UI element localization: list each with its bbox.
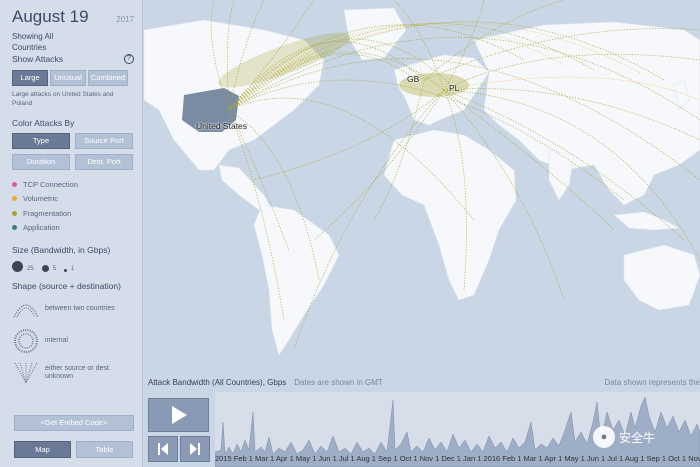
- size-medium-icon: [41, 265, 49, 272]
- color-duration-button[interactable]: Duration: [12, 154, 70, 170]
- color-dest-port-button[interactable]: Dest. Port: [75, 154, 133, 170]
- gmt-note: Dates are shown in GMT: [294, 377, 383, 387]
- legend-tcp: TCP Connection: [12, 177, 134, 192]
- filter-combined-button[interactable]: Combined: [88, 70, 128, 86]
- step-back-icon: [158, 443, 168, 455]
- map-view-button[interactable]: Map: [14, 441, 71, 458]
- filter-unusual-button[interactable]: Unusual: [50, 70, 86, 86]
- label-pl: PL: [449, 83, 460, 93]
- color-type-button[interactable]: Type: [12, 133, 70, 149]
- filter-large-button[interactable]: Large: [12, 70, 48, 86]
- legend-fragmentation: Fragmentation: [12, 206, 134, 221]
- attack-map[interactable]: United States GB PL: [144, 0, 700, 372]
- type-legend: TCP Connection Volumetric Fragmentation …: [12, 177, 134, 235]
- year-label: 2017: [116, 15, 134, 24]
- watermark: ● 安全牛: [593, 426, 655, 448]
- watermark-text: 安全牛: [619, 430, 656, 445]
- step-forward-icon: [190, 443, 200, 455]
- shape-label: Shape (source + destination): [12, 281, 121, 291]
- timeline-title: Attack Bandwidth (All Countries), Gbps: [148, 377, 287, 387]
- data-note: Data shown represents the: [604, 377, 700, 387]
- attack-arcs: [210, 0, 700, 351]
- showing-label-2: Countries: [12, 43, 47, 52]
- bandwidth-area: [215, 396, 700, 467]
- timeline-header: Attack Bandwidth (All Countries), Gbps D…: [144, 375, 700, 389]
- arc-icon: [13, 304, 39, 318]
- month-axis: 2015 Feb 1 Mar 1 Apr 1 May 1 Jun 1 Jul 1…: [215, 454, 700, 463]
- play-button[interactable]: [148, 398, 209, 432]
- table-view-button[interactable]: Table: [76, 441, 133, 458]
- size-small-icon: [64, 269, 68, 272]
- bandwidth-timeline[interactable]: 2015 Feb 1 Mar 1 Apr 1 May 1 Jun 1 Jul 1…: [215, 392, 700, 467]
- funnel-icon: [14, 362, 38, 384]
- play-icon: [171, 406, 187, 424]
- label-united-states: United States: [196, 121, 248, 131]
- shape-unknown: either source or dest. unknown: [12, 359, 134, 387]
- show-attacks-label: Show Attacks: [12, 54, 64, 64]
- world-map: [144, 0, 700, 356]
- embed-code-button[interactable]: <Get Embed Code>: [14, 415, 134, 431]
- size-label: Size (Bandwidth, in Gbps): [12, 245, 111, 255]
- fragmentation-dot-icon: [12, 210, 17, 216]
- shape-between-countries: between two countries: [12, 295, 134, 323]
- color-by-label: Color Attacks By: [12, 118, 75, 128]
- legend-volumetric: Volumetric: [12, 192, 134, 207]
- step-back-button[interactable]: [148, 436, 178, 462]
- showing-label-1: Showing All: [12, 32, 54, 41]
- color-source-port-button[interactable]: Source Port: [75, 133, 133, 149]
- shape-internal: internal: [12, 327, 134, 355]
- volumetric-dot-icon: [12, 196, 17, 202]
- size-legend: 25 5 1: [12, 261, 134, 272]
- legend-application: Application: [12, 221, 134, 236]
- step-forward-button[interactable]: [180, 436, 210, 462]
- help-icon[interactable]: ?: [124, 54, 134, 64]
- date-title: August 19: [12, 7, 89, 26]
- us-highlight: [182, 88, 239, 132]
- size-large-icon: [12, 261, 23, 272]
- circle-dotted-icon: [14, 329, 38, 353]
- control-panel: August 19 2017 Showing All Countries Sho…: [0, 0, 143, 467]
- filter-note: Large attacks on United States and Polan…: [12, 91, 114, 107]
- wechat-icon: ●: [593, 426, 615, 448]
- tcp-dot-icon: [12, 181, 17, 187]
- label-gb: GB: [407, 74, 420, 84]
- application-dot-icon: [12, 225, 17, 231]
